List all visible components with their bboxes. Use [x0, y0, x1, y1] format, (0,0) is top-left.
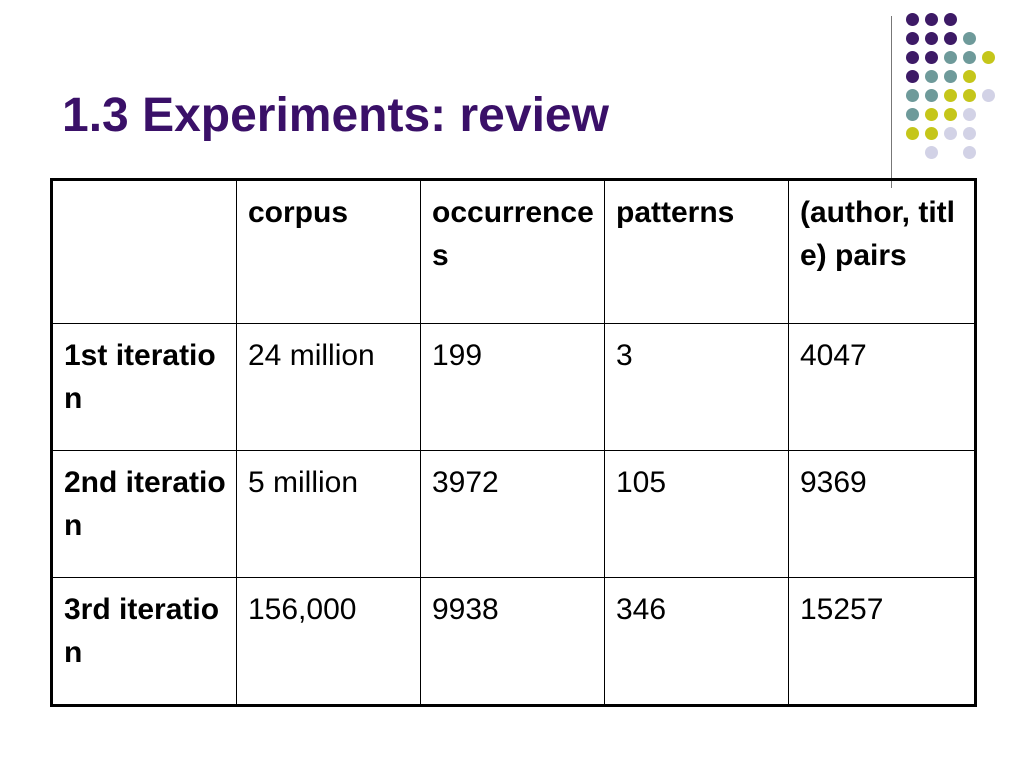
decorative-dot [963, 70, 976, 83]
row-label: 1st iteration [51, 323, 237, 451]
cell-corpus: 156,000 [236, 577, 421, 706]
decorative-dot [925, 89, 938, 102]
table-header-row: corpus occurrences patterns (author, tit… [51, 179, 976, 324]
decorative-dot [963, 89, 976, 102]
decorative-dot [963, 32, 976, 45]
decorative-dot [906, 89, 919, 102]
decorative-divider-line [891, 16, 892, 188]
decorative-dot [944, 70, 957, 83]
header-cell-corpus: corpus [236, 179, 421, 324]
decorative-dot [925, 70, 938, 83]
cell-corpus: 24 million [236, 323, 421, 451]
decorative-dot [944, 32, 957, 45]
decorative-dot [906, 70, 919, 83]
cell-corpus: 5 million [236, 450, 421, 578]
cell-patterns: 105 [604, 450, 789, 578]
decorative-dot [906, 13, 919, 26]
row-label: 2nd iteration [51, 450, 237, 578]
header-cell-occurrences: occurrences [420, 179, 605, 324]
decorative-dot [925, 108, 938, 121]
row-label: 3rd iteration [51, 577, 237, 706]
header-cell-empty [51, 179, 237, 324]
decorative-dot [963, 108, 976, 121]
decorative-dot [963, 146, 976, 159]
decorative-dot [925, 127, 938, 140]
decorative-dot [906, 32, 919, 45]
decorative-dot [925, 51, 938, 64]
cell-patterns: 3 [604, 323, 789, 451]
cell-pairs: 15257 [788, 577, 976, 706]
table-row: 3rd iteration 156,000 9938 346 15257 [51, 577, 976, 706]
decorative-dot [906, 51, 919, 64]
decorative-dot [944, 127, 957, 140]
cell-occurrences: 3972 [420, 450, 605, 578]
decorative-dot [963, 127, 976, 140]
cell-pairs: 4047 [788, 323, 976, 451]
decorative-dot [944, 89, 957, 102]
decorative-dot [944, 13, 957, 26]
decorative-dot [982, 51, 995, 64]
decorative-dot [925, 13, 938, 26]
cell-occurrences: 199 [420, 323, 605, 451]
decorative-dot [925, 32, 938, 45]
decorative-dot [906, 127, 919, 140]
header-cell-pairs: (author, title) pairs [788, 179, 976, 324]
decorative-dot [944, 108, 957, 121]
decorative-dot-grid [906, 13, 1006, 165]
table-row: 2nd iteration 5 million 3972 105 9369 [51, 450, 976, 578]
decorative-dot [944, 51, 957, 64]
cell-occurrences: 9938 [420, 577, 605, 706]
decorative-dot [963, 51, 976, 64]
table-row: 1st iteration 24 million 199 3 4047 [51, 323, 976, 451]
decorative-dot [982, 89, 995, 102]
slide-title: 1.3 Experiments: review [62, 89, 609, 142]
decorative-dot [906, 108, 919, 121]
cell-patterns: 346 [604, 577, 789, 706]
experiments-table: corpus occurrences patterns (author, tit… [50, 178, 977, 707]
cell-pairs: 9369 [788, 450, 976, 578]
decorative-dot [925, 146, 938, 159]
header-cell-patterns: patterns [604, 179, 789, 324]
